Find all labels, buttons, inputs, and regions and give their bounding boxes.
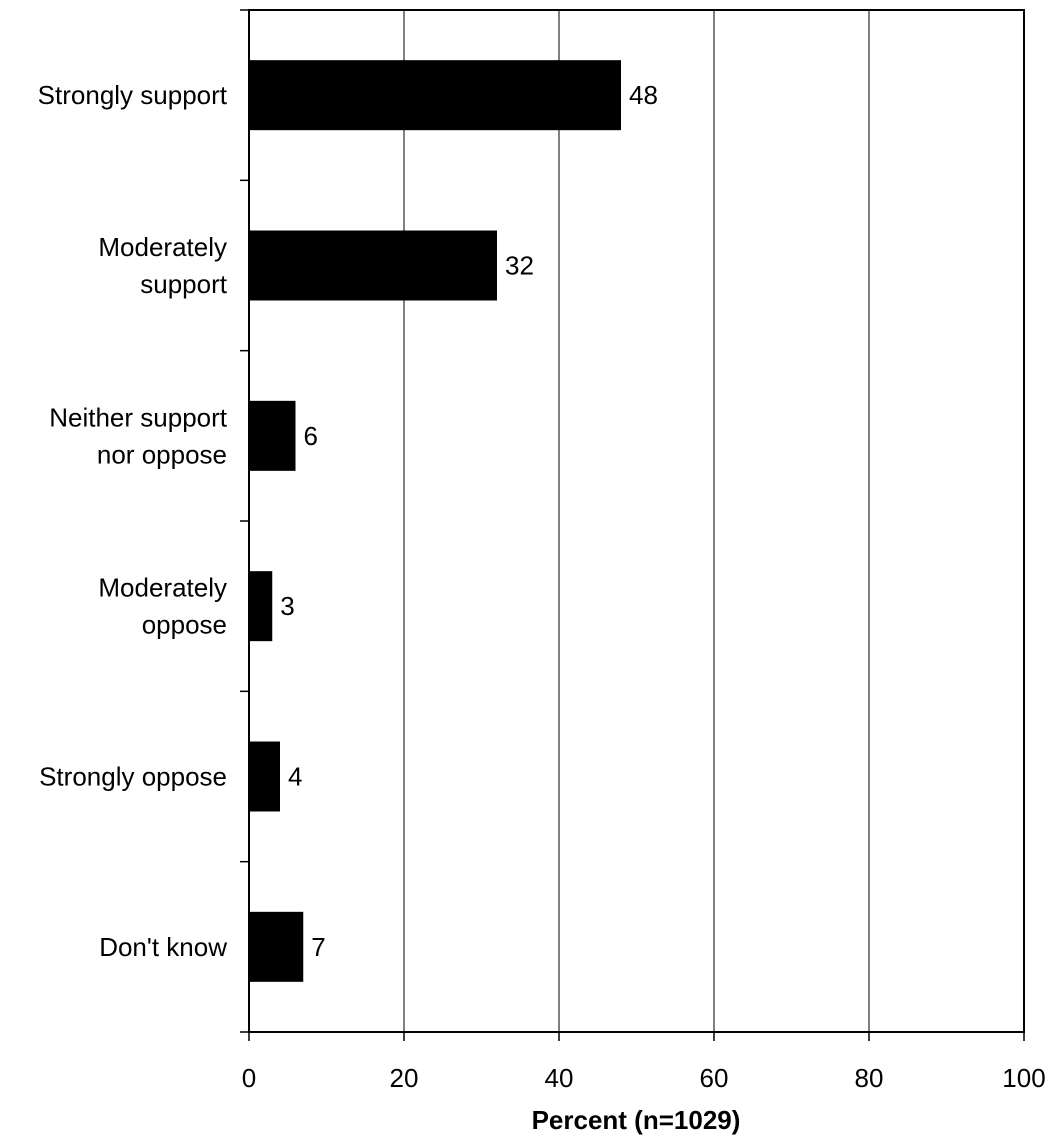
category-label-4: Strongly oppose <box>39 762 227 792</box>
category-label-line: Strongly oppose <box>39 762 227 792</box>
category-label-line: Don't know <box>99 932 227 962</box>
category-label-1: Moderately support <box>98 232 227 299</box>
data-label-0: 48 <box>629 80 658 110</box>
x-tick-label-100: 100 <box>1002 1063 1045 1093</box>
plot-frame <box>248 9 1025 1033</box>
category-label-line: Moderately <box>98 573 227 603</box>
data-label-4: 4 <box>288 762 302 792</box>
axes <box>240 9 1025 1041</box>
category-label-0: Strongly support <box>38 80 228 110</box>
x-tick-label-0: 0 <box>242 1063 256 1093</box>
category-label-line: Neither support <box>49 402 228 432</box>
data-label-1: 32 <box>505 251 534 281</box>
bar-2 <box>249 400 296 471</box>
category-label-3: Moderately oppose <box>98 573 227 640</box>
data-label-2: 6 <box>304 421 318 451</box>
category-label-line: support <box>140 269 227 299</box>
category-label-2: Neither support nor oppose <box>49 402 228 469</box>
x-tick-label-20: 20 <box>390 1063 419 1093</box>
category-label-5: Don't know <box>99 932 227 962</box>
data-labels: 48 32 6 3 4 7 <box>280 80 658 962</box>
bars <box>249 60 621 982</box>
x-tick-label-80: 80 <box>855 1063 884 1093</box>
bar-0 <box>249 60 621 131</box>
category-labels: Strongly support Moderately support Neither… <box>38 80 228 962</box>
x-axis-title: Percent (n=1029) <box>532 1105 741 1135</box>
data-label-3: 3 <box>280 591 294 621</box>
gridlines <box>403 10 1025 1032</box>
category-label-line: Strongly support <box>38 80 228 110</box>
bar-4 <box>249 741 280 812</box>
x-tick-label-60: 60 <box>700 1063 729 1093</box>
x-tick-label-40: 40 <box>545 1063 574 1093</box>
category-label-line: Moderately <box>98 232 227 262</box>
x-tick-labels: 0 20 40 60 80 100 <box>242 1063 1046 1093</box>
data-label-5: 7 <box>311 932 325 962</box>
category-label-line: nor oppose <box>97 439 227 469</box>
bar-5 <box>249 911 304 982</box>
bar-3 <box>249 571 273 642</box>
bar-1 <box>249 230 497 301</box>
category-label-line: oppose <box>142 610 227 640</box>
